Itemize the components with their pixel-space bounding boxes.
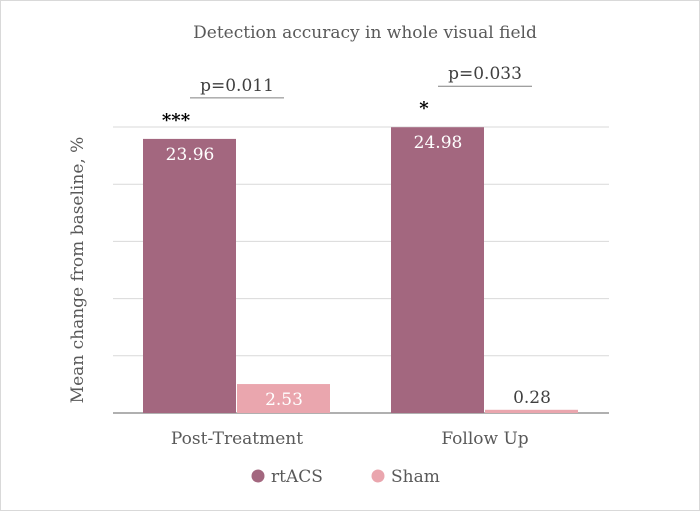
data-label: 0.28 [513,388,551,408]
data-label: 24.98 [414,133,463,153]
legend-label: Sham [391,467,440,487]
legend-marker-sham [371,469,385,483]
category-labels: Post-Treatment Follow Up [171,429,529,449]
category-label: Follow Up [441,429,528,449]
data-label: 23.96 [166,145,215,165]
chart-title: Detection accuracy in whole visual field [193,23,537,43]
bars: 23.96 2.53 24.98 0.28 [143,127,578,414]
legend: rtACS Sham [251,467,440,487]
significance-stars: * [419,98,429,119]
legend-marker-rtacs [251,469,265,483]
p-value-label: p=0.011 [200,76,274,96]
significance-stars: *** [162,110,191,131]
bar-sham [485,409,578,413]
data-label: 2.53 [265,390,303,410]
bar-rtacs [391,127,484,414]
bar-rtacs [143,138,236,414]
p-value-label: p=0.033 [448,64,522,84]
category-label: Post-Treatment [171,429,303,449]
legend-label: rtACS [271,467,323,487]
bar-sham [237,384,330,413]
y-axis-label: Mean change from baseline, % [68,137,88,404]
annotations: p=0.011 *** p=0.033 * [162,64,532,131]
